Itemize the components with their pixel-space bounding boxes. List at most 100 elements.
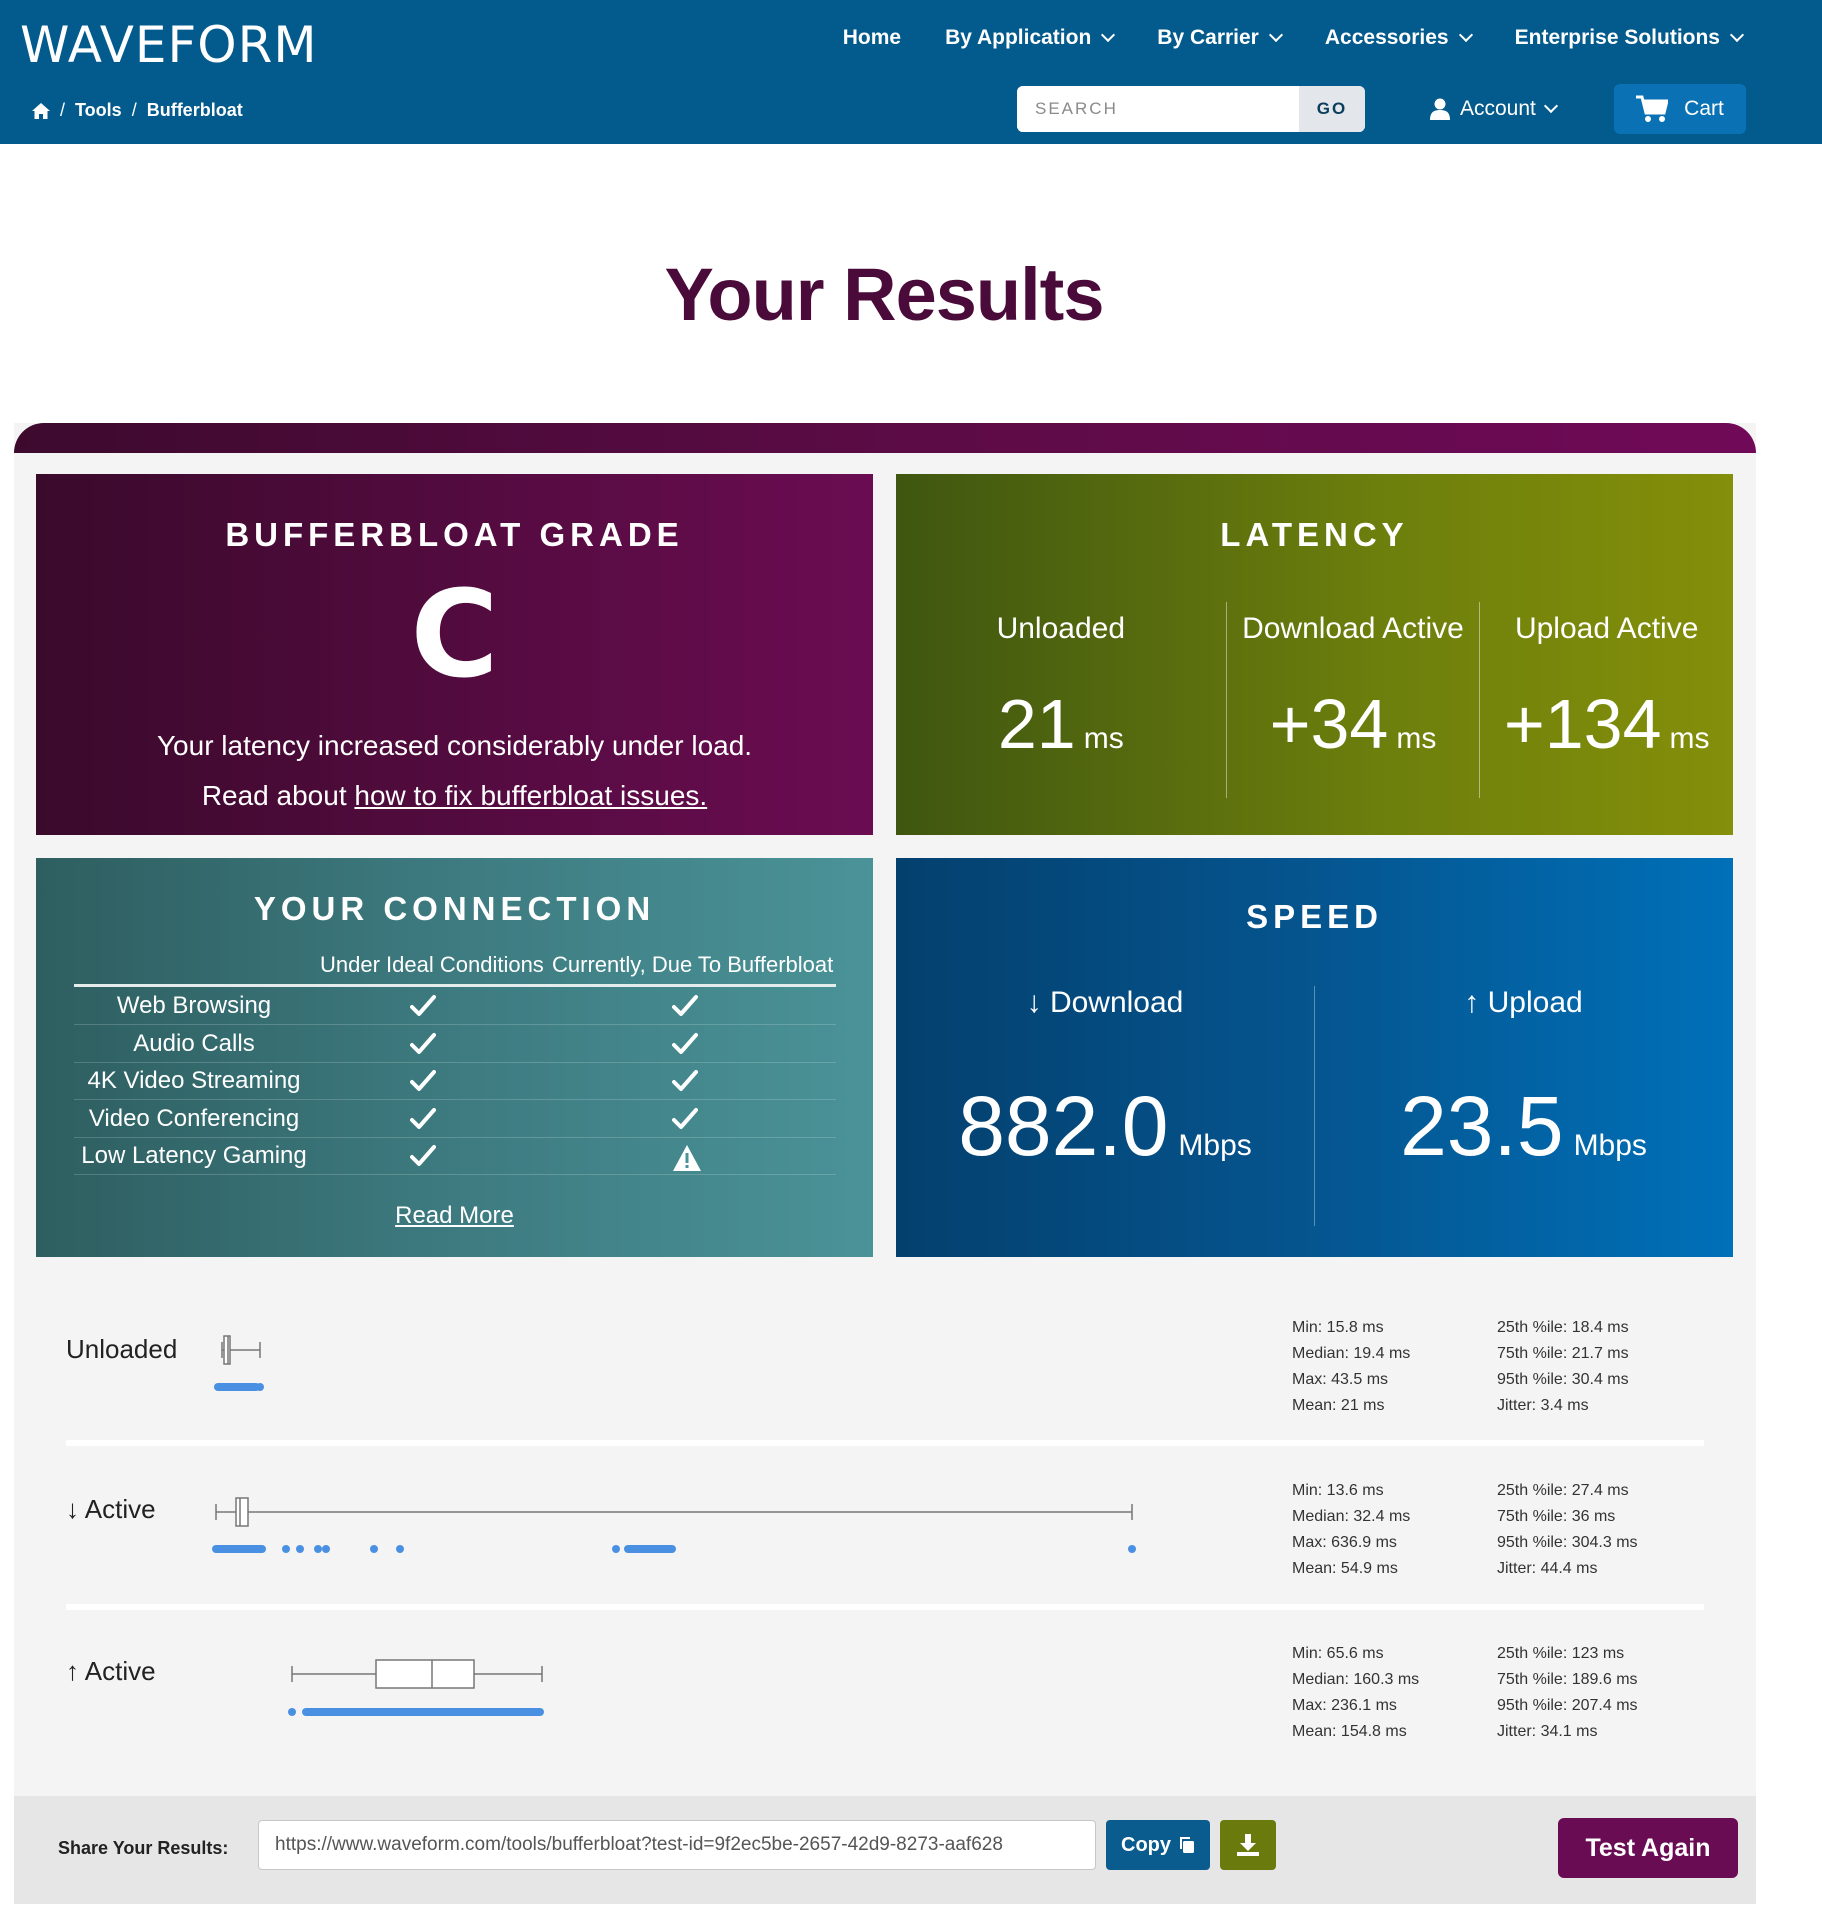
- connection-row-label: 4K Video Streaming: [87, 1067, 301, 1094]
- share-url-field[interactable]: [258, 1820, 1096, 1870]
- breadcrumb-separator: /: [60, 100, 66, 120]
- grade-letter: C: [410, 566, 499, 705]
- connection-row-label: Audio Calls: [133, 1029, 255, 1057]
- latency-value: +134 ms: [1480, 684, 1733, 764]
- user-icon: [1430, 98, 1450, 120]
- check-icon: [410, 1107, 436, 1138]
- connection-row: 4K Video Streaming: [74, 1063, 836, 1100]
- site-header: WAVEFORM Home By Application By Carrier …: [0, 0, 1822, 144]
- download-icon: [1237, 1834, 1259, 1856]
- latency-label: Download Active: [1242, 612, 1464, 645]
- bufferbloat-grade-card: BUFFERBLOAT GRADE C Your latency increas…: [36, 474, 873, 835]
- stat-mean: Mean: 154.8 ms: [1292, 1723, 1407, 1740]
- stat-25th: 25th %ile: 123 ms: [1497, 1645, 1625, 1662]
- latency-number: +134: [1503, 685, 1662, 763]
- latency-unit: ms: [1669, 722, 1710, 755]
- nav-home[interactable]: Home: [843, 26, 901, 50]
- breadcrumb-tools[interactable]: Tools: [75, 100, 122, 120]
- speed-download-label: ↓ Download: [1026, 986, 1184, 1019]
- stat-max: Max: 236.1 ms: [1292, 1697, 1397, 1714]
- connection-row-label: Web Browsing: [116, 992, 272, 1019]
- connection-row: Web Browsing: [74, 988, 836, 1025]
- stats-upload-left: Min: 65.6 ms Median: 160.3 ms Max: 236.1…: [1292, 1641, 1419, 1745]
- connection-row: Low Latency Gaming: [74, 1138, 836, 1175]
- nav-enterprise-solutions[interactable]: Enterprise Solutions: [1514, 26, 1745, 50]
- plot-divider: [66, 1440, 1704, 1446]
- search-box: GO: [1017, 86, 1365, 132]
- chevron-down-icon: [1729, 27, 1745, 43]
- stat-median: Median: 19.4 ms: [1292, 1345, 1411, 1362]
- waveform-logo[interactable]: WAVEFORM: [20, 16, 318, 74]
- col-current-header: Currently, Due To Bufferbloat: [552, 952, 834, 977]
- share-bar: Share Your Results: Copy Test Again: [14, 1796, 1756, 1904]
- grade-title: BUFFERBLOAT GRADE: [225, 516, 684, 553]
- nav-by-carrier[interactable]: By Carrier: [1157, 26, 1283, 50]
- latency-download-active: Download Active +34 ms: [1225, 602, 1480, 798]
- cart-button[interactable]: Cart: [1614, 84, 1746, 134]
- stat-mean: Mean: 54.9 ms: [1292, 1560, 1398, 1577]
- nav-accessories-label: Accessories: [1324, 26, 1449, 49]
- search-go-button[interactable]: GO: [1299, 86, 1365, 132]
- stats-unloaded-right: 25th %ile: 18.4 ms 75th %ile: 21.7 ms 95…: [1497, 1315, 1629, 1419]
- cart-label: Cart: [1684, 97, 1724, 120]
- copy-icon: [1180, 1837, 1194, 1853]
- check-icon: [410, 1144, 436, 1175]
- nav-accessories[interactable]: Accessories: [1324, 26, 1473, 50]
- check-icon: [410, 994, 436, 1025]
- unloaded-box-plot: [214, 1335, 264, 1391]
- stat-min: Min: 65.6 ms: [1292, 1645, 1384, 1662]
- grade-description: Your latency increased considerably unde…: [156, 730, 753, 761]
- speed-upload-value: 23.5 Mbps: [1315, 1078, 1732, 1175]
- nav-by-application-label: By Application: [945, 26, 1092, 49]
- warning-icon: [672, 1144, 702, 1179]
- main-nav: Home By Application By Carrier Accessori…: [843, 26, 1745, 50]
- latency-label: Upload Active: [1514, 612, 1699, 645]
- account-menu[interactable]: Account: [1430, 97, 1558, 121]
- stat-75th: 75th %ile: 36 ms: [1497, 1508, 1616, 1525]
- page-title: Your Results: [664, 253, 1105, 336]
- breadcrumb-bufferbloat[interactable]: Bufferbloat: [146, 100, 243, 120]
- home-icon[interactable]: [32, 102, 50, 119]
- latency-title: LATENCY: [1220, 516, 1409, 553]
- col-ideal-header: Under Ideal Conditions: [320, 952, 544, 977]
- latency-card: LATENCY Unloaded 21 ms Download Active +3…: [896, 474, 1733, 835]
- latency-unit: ms: [1396, 722, 1437, 755]
- fix-bufferbloat-link[interactable]: how to fix bufferbloat issues.: [354, 780, 708, 811]
- stat-25th: 25th %ile: 18.4 ms: [1497, 1319, 1629, 1336]
- latency-label: Unloaded: [996, 612, 1126, 645]
- latency-unloaded: Unloaded 21 ms: [896, 602, 1226, 798]
- check-icon: [410, 1069, 436, 1100]
- test-again-button[interactable]: Test Again: [1558, 1818, 1738, 1878]
- search-input[interactable]: [1017, 86, 1299, 132]
- grade-read-about: Read about how to fix bufferbloat issues…: [36, 780, 873, 812]
- speed-unit: Mbps: [1178, 1129, 1252, 1162]
- connection-row: Audio Calls: [74, 1026, 836, 1063]
- stat-95th: 95th %ile: 304.3 ms: [1497, 1534, 1638, 1551]
- copy-button[interactable]: Copy: [1106, 1820, 1210, 1870]
- download-button[interactable]: [1220, 1820, 1276, 1870]
- chevron-down-icon: [1101, 27, 1116, 43]
- check-icon: [410, 1032, 436, 1063]
- stats-download-right: 25th %ile: 27.4 ms 75th %ile: 36 ms 95th…: [1497, 1478, 1638, 1582]
- account-label: Account: [1460, 97, 1536, 120]
- latency-upload-active: Upload Active +134 ms: [1479, 602, 1733, 798]
- breadcrumb-separator: /: [131, 100, 137, 120]
- nav-by-application[interactable]: By Application: [945, 26, 1116, 50]
- latency-columns: Unloaded 21 ms Download Active +34 ms Uplo…: [896, 602, 1733, 798]
- nav-enterprise-solutions-label: Enterprise Solutions: [1514, 26, 1720, 49]
- stat-jitter: Jitter: 44.4 ms: [1497, 1560, 1598, 1577]
- stat-95th: 95th %ile: 30.4 ms: [1497, 1371, 1629, 1388]
- chevron-down-icon: [1268, 27, 1283, 43]
- breadcrumb: / Tools / Bufferbloat: [32, 100, 243, 121]
- latency-value: 21 ms: [896, 684, 1226, 764]
- chevron-down-icon: [1458, 27, 1473, 43]
- check-icon: [672, 994, 698, 1025]
- stat-min: Min: 13.6 ms: [1292, 1482, 1384, 1499]
- stat-min: Min: 15.8 ms: [1292, 1319, 1384, 1336]
- plot-divider: [66, 1604, 1704, 1610]
- read-more-link[interactable]: Read More: [395, 1202, 514, 1229]
- plot-label-upload-active: ↑ Active: [66, 1656, 156, 1686]
- plot-label-download-active: ↓ Active: [66, 1494, 156, 1524]
- speed-card: SPEED ↓ Download 882.0 Mbps ↑ Upload 23.5…: [896, 858, 1733, 1257]
- stat-25th: 25th %ile: 27.4 ms: [1497, 1482, 1629, 1499]
